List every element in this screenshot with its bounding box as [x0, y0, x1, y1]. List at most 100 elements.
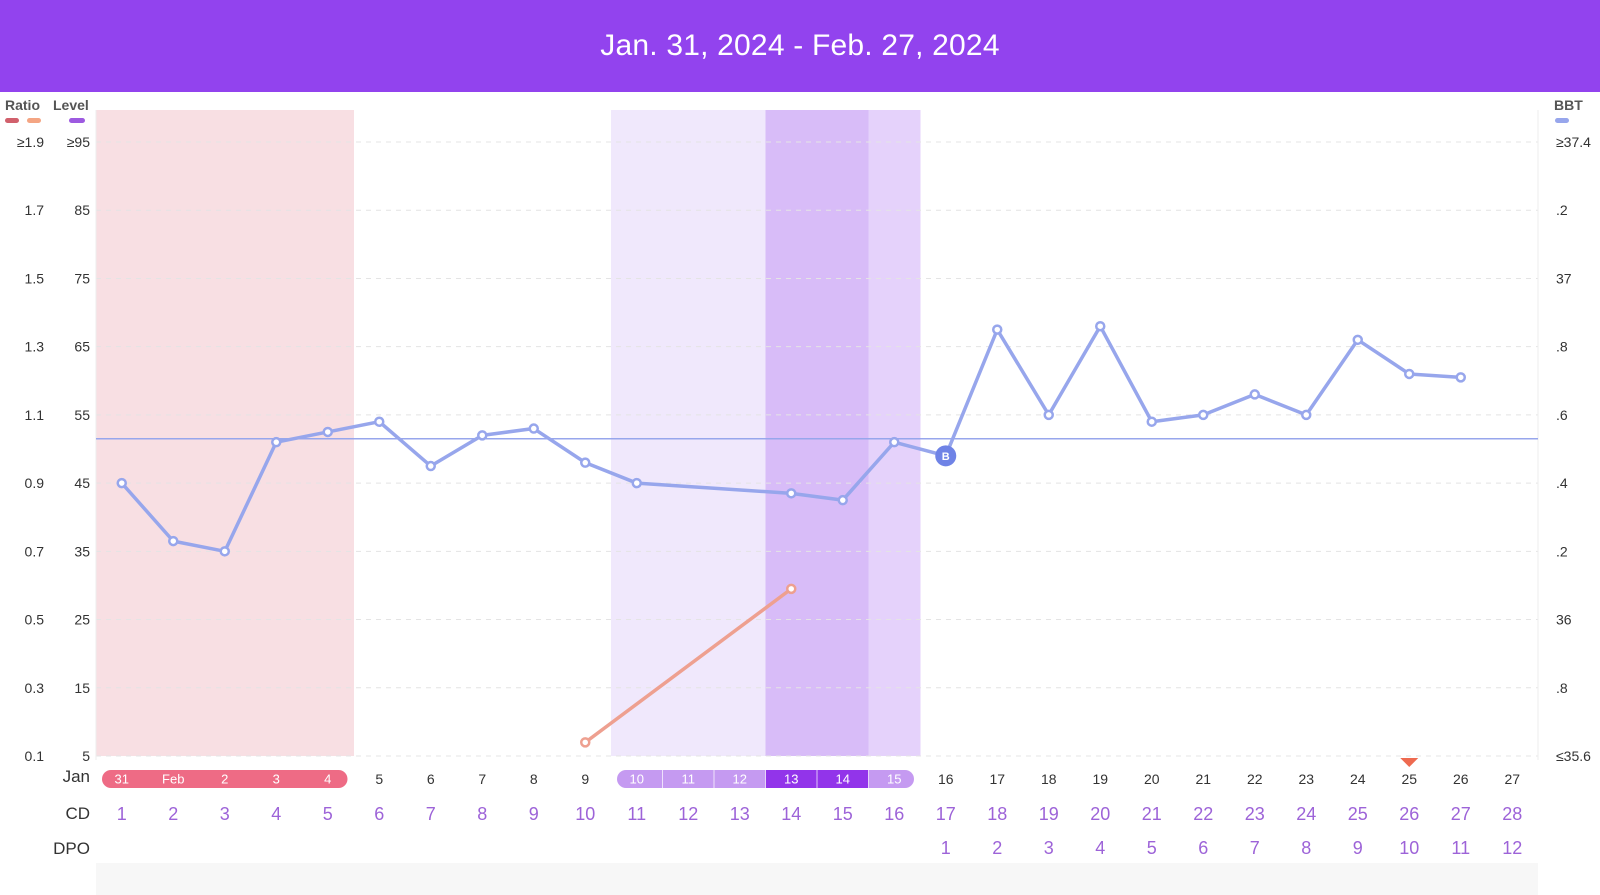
- data-point-bbt[interactable]: [271, 436, 282, 448]
- dpo-label: 2: [992, 838, 1002, 858]
- dpo-label: 3: [1044, 838, 1054, 858]
- bottom-footer-strip: [96, 863, 1538, 895]
- bbt-tick-label: .2: [1556, 202, 1568, 218]
- date-pill-label: 3: [273, 772, 280, 787]
- legend-bbt: BBT: [1554, 97, 1583, 113]
- phase-band-day-13: [714, 110, 766, 756]
- dpo-label: 9: [1353, 838, 1363, 858]
- bbt-tick-label: ≥37.4: [1556, 134, 1591, 150]
- cycle-day-label: 20: [1090, 804, 1110, 824]
- data-point-bbt[interactable]: [1455, 372, 1466, 383]
- ratio-tick-label: 1.1: [25, 407, 45, 423]
- ratio-tick-label: 1.7: [25, 202, 45, 218]
- phase-bands: [96, 110, 921, 756]
- data-point-bbt[interactable]: [631, 477, 642, 489]
- right-axis-bbt: ≥37.4 .2 37 .8 .6 .4 .2 36 .8 ≤35.6: [1556, 134, 1591, 764]
- level-tick-label: 45: [74, 475, 90, 491]
- left-axis-ratio: ≥1.9 1.7 1.5 1.3 1.1 0.9 0.7 0.5 0.3 0.1: [17, 134, 44, 764]
- date-label: 7: [478, 771, 486, 787]
- cycle-day-label: 17: [936, 804, 956, 824]
- date-label: 18: [1041, 771, 1057, 787]
- data-point-bbt[interactable]: [1352, 334, 1363, 346]
- ratio-tick-label: 0.3: [25, 680, 45, 696]
- month-row-label: Jan: [63, 767, 90, 786]
- data-point-bbt[interactable]: [1249, 389, 1260, 400]
- cycle-day-label: 24: [1296, 804, 1316, 824]
- ratio-tick-label: 0.7: [25, 543, 45, 559]
- level-tick-label: 15: [74, 680, 90, 696]
- data-point-bbt[interactable]: [786, 488, 797, 499]
- grid-lines: [96, 141, 1538, 757]
- cycle-day-label: 22: [1193, 804, 1213, 824]
- ratio-tick-label: 0.9: [25, 475, 45, 491]
- bbt-marker-label: B: [942, 451, 950, 463]
- data-point-bbt[interactable]: [528, 423, 539, 434]
- data-point-bbt[interactable]: [219, 546, 230, 557]
- date-pill-label: 10: [630, 772, 644, 787]
- date-label: 25: [1401, 771, 1417, 787]
- dpo-label: 10: [1399, 838, 1419, 858]
- dpo-label: 11: [1451, 838, 1470, 858]
- date-pill-label: 2: [221, 772, 228, 787]
- level-tick-label: 65: [74, 339, 90, 355]
- date-pill-label: 12: [733, 772, 747, 787]
- data-point-bbt[interactable]: [425, 460, 436, 472]
- cycle-day-label: 1: [117, 804, 127, 824]
- data-point-bbt[interactable]: [1146, 416, 1157, 427]
- bbt-marker[interactable]: B: [935, 445, 957, 467]
- legend-ratio: Ratio: [5, 97, 40, 113]
- bbt-marker-circle[interactable]: [935, 445, 957, 467]
- dpo-label: 8: [1301, 838, 1311, 858]
- date-pill-label: 13: [784, 772, 798, 787]
- date-pill-label: 4: [324, 772, 331, 787]
- level-tick-label: 25: [74, 612, 90, 628]
- date-pill-label: Feb: [162, 772, 184, 787]
- data-point-bbt[interactable]: [992, 324, 1003, 335]
- series-lh-ratio: [580, 583, 797, 748]
- bbt-tick-label: .6: [1556, 407, 1568, 423]
- date-label: 20: [1144, 771, 1160, 787]
- date-label: 8: [530, 771, 538, 787]
- cycle-day-label: 21: [1142, 804, 1162, 824]
- date-label: 17: [989, 771, 1005, 787]
- legend-bbt-swatch: [1555, 118, 1569, 123]
- data-point-bbt[interactable]: [1301, 409, 1312, 421]
- dpo-row-label: DPO: [53, 839, 90, 858]
- data-point-ratio[interactable]: [786, 583, 797, 595]
- bbt-tick-label: .8: [1556, 680, 1568, 696]
- data-point-bbt[interactable]: [889, 436, 900, 448]
- phase-band-day-11: [611, 110, 663, 756]
- phase-band-day-4: [250, 110, 303, 756]
- data-point-bbt[interactable]: [837, 494, 848, 506]
- data-point-bbt[interactable]: [374, 416, 385, 427]
- left-axis-level: ≥95 85 75 65 55 45 35 25 15 5: [67, 134, 90, 764]
- cycle-day-row: 1 2 3 4 5 6 7 8 9 10 11 12 13 14 15 16 17 18 19 20 21 22 23 24 2…: [117, 804, 1523, 824]
- data-point-bbt[interactable]: [477, 430, 488, 441]
- cycle-day-label: 4: [271, 804, 281, 824]
- date-label: 19: [1092, 771, 1108, 787]
- cycle-day-label: 10: [575, 804, 595, 824]
- data-point-bbt[interactable]: [1043, 409, 1054, 421]
- cycle-day-label: 27: [1451, 804, 1471, 824]
- bbt-tick-label: .2: [1556, 543, 1568, 559]
- cycle-day-label: 28: [1502, 804, 1522, 824]
- date-label: 16: [938, 771, 954, 787]
- date-pill-label: 11: [682, 772, 696, 787]
- ratio-tick-label: ≥1.9: [17, 134, 44, 150]
- data-point-bbt[interactable]: [1404, 368, 1415, 380]
- bbt-tick-label: 36: [1556, 612, 1572, 628]
- legend-ratio-swatch-a: [5, 118, 19, 123]
- dpo-label: 7: [1250, 838, 1260, 858]
- data-point-bbt[interactable]: [116, 477, 127, 489]
- data-point-bbt[interactable]: [580, 457, 591, 468]
- data-point-ratio[interactable]: [580, 737, 591, 748]
- cycle-day-label: 12: [678, 804, 698, 824]
- data-point-bbt[interactable]: [322, 426, 333, 438]
- data-point-bbt[interactable]: [168, 535, 179, 547]
- data-point-bbt[interactable]: [1095, 320, 1106, 332]
- date-pill-label: 14: [836, 772, 850, 787]
- data-point-bbt[interactable]: [1198, 409, 1209, 421]
- cycle-day-label: 13: [730, 804, 750, 824]
- cycle-day-label: 2: [168, 804, 178, 824]
